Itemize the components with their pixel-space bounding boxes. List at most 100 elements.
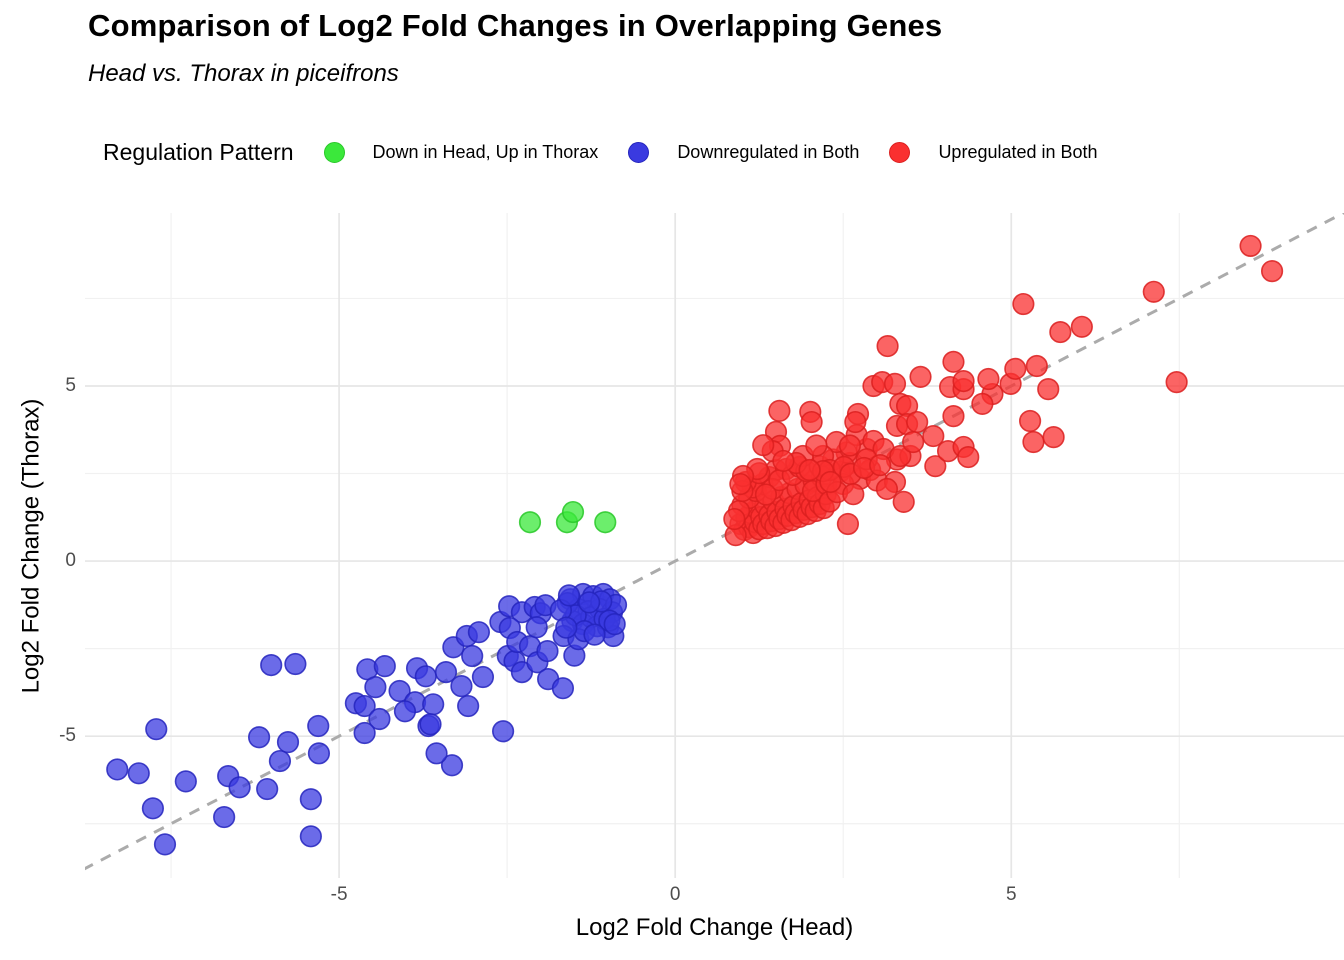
legend-item-label: Downregulated in Both — [677, 141, 860, 162]
data-point — [145, 718, 168, 741]
legend-dot-green-icon — [323, 141, 345, 163]
legend-item-label: Upregulated in Both — [938, 141, 1098, 162]
data-point — [1037, 378, 1060, 401]
data-point — [1239, 234, 1262, 258]
data-point — [268, 749, 292, 773]
data-point — [518, 511, 542, 534]
legend: Regulation Pattern Down in Head, Up in T… — [103, 130, 1098, 174]
legend-dot-blue-icon — [628, 141, 650, 163]
data-point — [440, 754, 464, 777]
data-point — [892, 490, 915, 514]
data-point — [942, 350, 965, 373]
data-point — [213, 805, 236, 829]
data-point — [247, 726, 271, 749]
data-point — [1042, 426, 1065, 449]
legend-title: Regulation Pattern — [103, 138, 294, 165]
data-point — [471, 665, 495, 689]
x-tick-label: 0 — [669, 884, 681, 905]
y-tick-label: 5 — [65, 374, 76, 396]
data-point — [1049, 320, 1072, 344]
data-point — [805, 434, 828, 457]
data-point — [1025, 354, 1048, 378]
data-point — [977, 367, 1000, 391]
data-point — [869, 454, 892, 477]
data-point — [561, 500, 585, 524]
data-point — [461, 644, 484, 668]
data-point — [902, 430, 925, 454]
data-point — [1142, 280, 1165, 303]
data-point — [467, 621, 490, 644]
data-point — [800, 410, 823, 434]
data-point — [536, 639, 559, 663]
data-point — [368, 707, 391, 731]
data-point — [583, 623, 606, 646]
legend-item-down-head-up-thorax: Down in Head, Up in Thorax — [323, 141, 599, 163]
chart-title: Comparison of Log2 Fold Changes in Overl… — [88, 8, 943, 43]
data-point — [819, 470, 842, 494]
data-point — [883, 372, 907, 395]
data-point — [922, 424, 945, 448]
data-point — [551, 677, 575, 700]
data-point — [844, 410, 867, 434]
data-point — [729, 472, 752, 496]
data-point — [525, 616, 548, 639]
data-point — [106, 758, 129, 781]
data-point — [388, 679, 411, 703]
data-point — [889, 444, 912, 468]
data-point — [434, 660, 458, 684]
data-point — [307, 742, 331, 765]
scatter-plot — [85, 213, 1344, 878]
legend-item-downregulated-both: Downregulated in Both — [628, 141, 860, 163]
x-axis-title: Log2 Fold Change (Head) — [575, 914, 854, 941]
data-point — [299, 825, 322, 848]
data-point — [307, 714, 330, 738]
data-point — [299, 788, 322, 811]
data-point — [260, 653, 283, 677]
legend-item-label: Down in Head, Up in Thorax — [372, 141, 599, 162]
data-point — [174, 770, 197, 793]
data-point — [603, 613, 626, 636]
data-point — [419, 713, 442, 736]
data-point — [952, 369, 975, 393]
data-point — [838, 434, 862, 457]
chart-subtitle: Head vs. Thorax in piceifrons — [88, 60, 399, 87]
data-point — [836, 512, 860, 536]
data-point — [752, 434, 775, 457]
x-tick-label: -5 — [330, 884, 348, 905]
y-tick-label: -5 — [59, 725, 76, 747]
data-point — [557, 584, 581, 607]
data-point — [1070, 315, 1093, 338]
data-point — [353, 694, 376, 718]
data-point — [127, 762, 150, 785]
data-point — [1012, 292, 1035, 316]
data-point — [578, 591, 601, 614]
data-point — [1165, 371, 1188, 394]
data-point — [876, 334, 899, 358]
data-point — [284, 652, 307, 676]
data-point — [141, 797, 164, 820]
data-point — [228, 776, 251, 799]
identity-reference-line — [85, 213, 1344, 871]
data-point — [364, 676, 387, 699]
data-point — [353, 721, 376, 745]
data-point — [942, 405, 965, 428]
data-point — [414, 665, 437, 688]
data-point — [957, 445, 980, 469]
data-point — [909, 365, 932, 388]
legend-dot-red-icon — [889, 141, 911, 163]
y-tick-label: 0 — [65, 550, 76, 572]
data-point — [422, 693, 445, 716]
data-point — [1004, 357, 1027, 380]
legend-item-upregulated-both: Upregulated in Both — [889, 141, 1098, 163]
x-tick-label: 5 — [1005, 884, 1017, 905]
data-point — [153, 833, 177, 856]
data-point — [276, 731, 300, 754]
data-point — [450, 674, 473, 698]
data-point — [373, 655, 396, 678]
data-point — [457, 694, 480, 718]
data-point — [1260, 260, 1284, 283]
data-point — [723, 507, 746, 531]
data-point — [772, 449, 795, 473]
data-point — [906, 410, 929, 434]
y-axis-title: Log2 Fold Change (Thorax) — [17, 398, 45, 694]
